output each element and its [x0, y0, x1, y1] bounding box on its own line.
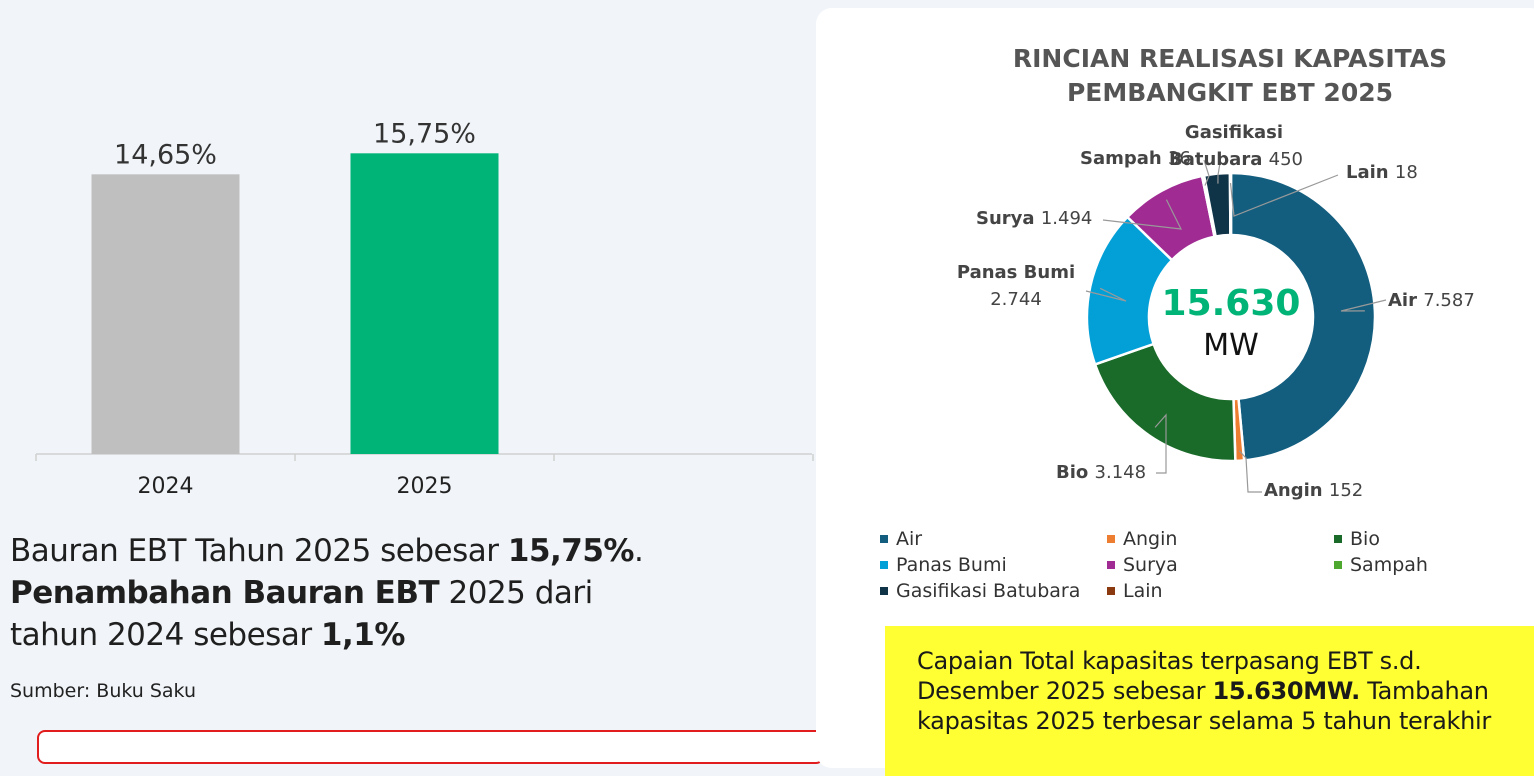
- legend-swatch: [880, 534, 888, 543]
- leader-line: [1203, 159, 1210, 186]
- slice-value: 36: [1168, 148, 1191, 169]
- slice-value: 152: [1329, 480, 1363, 501]
- legend-item: Surya: [1107, 552, 1334, 577]
- slice-value: 450: [1269, 149, 1303, 170]
- slice-label: Lain 18: [1346, 162, 1418, 183]
- legend-item: Gasifikasi Batubara: [880, 578, 1107, 603]
- legend-item: Bio: [1334, 526, 1534, 551]
- legend-swatch: [1107, 560, 1115, 569]
- slice-name-label: Batubara: [1169, 149, 1269, 170]
- slice-label: Sampah 36: [1080, 148, 1191, 169]
- donut-chart: 15.630 MW Air 7.587 Angin 152 Bio 3.148 Panas…: [957, 122, 1475, 501]
- summary-line1-bold: 15,75%: [507, 533, 635, 569]
- leader-line: [1340, 299, 1387, 312]
- bar-data-label: 15,75%: [373, 118, 476, 149]
- x-tick-label: 2025: [397, 474, 453, 499]
- legend-swatch: [880, 586, 888, 595]
- slice-label: Air 7.587: [1388, 290, 1475, 311]
- slice-value: 1.494: [1041, 208, 1093, 229]
- legend-swatch: [880, 560, 888, 569]
- summary-line2-bold: Penambahan Bauran EBT: [10, 575, 440, 611]
- summary-line1-pre: Bauran EBT Tahun 2025 sebesar: [10, 533, 508, 569]
- slice-value: 3.148: [1095, 462, 1147, 483]
- slice-name-label: Gasifikasi: [1185, 122, 1283, 143]
- legend-label: Angin: [1123, 527, 1178, 550]
- legend-item: Panas Bumi: [880, 552, 1107, 577]
- leader-line: [1102, 199, 1183, 230]
- highlight-line3: kapasitas 2025 terbesar selama 5 tahun t…: [917, 707, 1491, 735]
- donut-slice-lain: [1228, 171, 1233, 237]
- slice-label: Angin 152: [1264, 480, 1363, 501]
- legend-label: Lain: [1123, 579, 1163, 602]
- legend-item: Air: [880, 526, 1107, 551]
- slice-name-label: Air: [1388, 290, 1423, 311]
- legend-label: Surya: [1123, 553, 1178, 576]
- red-outlined-box: [37, 730, 824, 764]
- capacity-highlight-box: Capaian Total kapasitas terpasang EBT s.…: [885, 626, 1534, 776]
- slice-name-label: Lain: [1346, 162, 1395, 183]
- legend-swatch: [1334, 560, 1342, 569]
- donut-slice-air: [1229, 171, 1377, 462]
- bauran-summary: Bauran EBT Tahun 2025 sebesar 15,75%. Pe…: [10, 530, 770, 656]
- summary-line1-post: .: [634, 533, 644, 569]
- legend-item: Lain: [1107, 578, 1334, 603]
- slice-label: Bio 3.148: [1056, 462, 1146, 483]
- legend-label: Air: [896, 527, 923, 550]
- slice-name-label: Angin: [1264, 480, 1329, 501]
- donut-slice-bio: [1093, 342, 1237, 463]
- legend-swatch: [1334, 534, 1342, 543]
- leader-line: [1217, 162, 1221, 184]
- donut-center-value: 15.630: [1162, 283, 1301, 324]
- source-note: Sumber: Buku Saku: [10, 680, 197, 702]
- slice-value-label: Batubara 450: [1169, 149, 1303, 170]
- summary-line3-pre: tahun 2024 sebesar: [10, 617, 321, 653]
- x-tick-label: 2024: [138, 474, 194, 499]
- legend-label: Panas Bumi: [896, 553, 1007, 576]
- donut-legend: Air Angin Bio Panas Bumi Surya Sampah Gasifika…: [880, 526, 1534, 603]
- donut-center-unit: MW: [1203, 328, 1259, 363]
- donut-title: RINCIAN REALISASI KAPASITAS PEMBANGKIT E…: [816, 42, 1534, 110]
- slice-value: 7.587: [1423, 290, 1475, 311]
- legend-label: Sampah: [1350, 553, 1428, 576]
- legend-label: Gasifikasi Batubara: [896, 579, 1081, 602]
- leader-line: [1085, 287, 1127, 302]
- highlight-line2-post: Tambahan: [1359, 677, 1489, 705]
- bar-chart: 14,65% 2024 15,75% 2025: [35, 118, 814, 499]
- leader-line: [1154, 413, 1167, 474]
- summary-line3-bold: 1,1%: [320, 617, 405, 653]
- donut-title-line1: RINCIAN REALISASI KAPASITAS: [1012, 44, 1448, 73]
- leader-line: [1229, 174, 1339, 217]
- bar-2025: [350, 153, 499, 454]
- bar-data-label: 14,65%: [114, 139, 217, 170]
- slice-name-label: Surya: [976, 208, 1041, 229]
- legend-label: Bio: [1350, 527, 1380, 550]
- slice-name-label: Sampah: [1080, 148, 1168, 169]
- leader-line: [1238, 450, 1262, 493]
- legend-swatch: [1107, 586, 1115, 595]
- legend-swatch: [1107, 534, 1115, 543]
- slice-value-label: 2.744: [990, 289, 1042, 310]
- donut-panel: RINCIAN REALISASI KAPASITAS PEMBANGKIT E…: [816, 8, 1534, 776]
- slice-name-label: Panas Bumi: [957, 262, 1075, 283]
- legend-item: Sampah: [1334, 552, 1534, 577]
- summary-line2-post: 2025 dari: [439, 575, 593, 611]
- bar-2024: [91, 174, 240, 454]
- highlight-line2-pre: Desember 2025 sebesar: [917, 677, 1213, 705]
- slice-label: Surya 1.494: [976, 208, 1092, 229]
- legend-item: Angin: [1107, 526, 1334, 551]
- slice-name-label: Bio: [1056, 462, 1095, 483]
- highlight-line2-bold: 15.630MW.: [1212, 677, 1360, 705]
- donut-title-line2: PEMBANGKIT EBT 2025: [1066, 78, 1394, 107]
- slice-value: 18: [1395, 162, 1418, 183]
- highlight-line1: Capaian Total kapasitas terpasang EBT s.…: [917, 647, 1422, 675]
